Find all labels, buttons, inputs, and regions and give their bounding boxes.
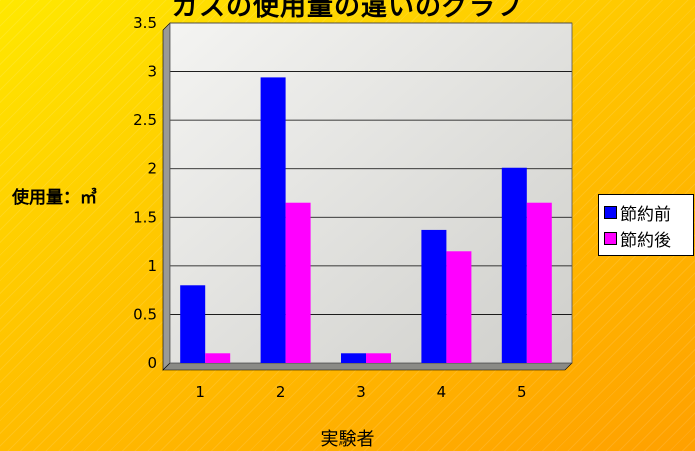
bar-series-1 — [501, 167, 527, 363]
bar-series-2 — [205, 353, 231, 363]
legend-swatch-series-1 — [604, 205, 617, 219]
bar-series-2 — [366, 353, 391, 363]
y-tick-label: 3.5 — [133, 14, 157, 32]
x-tick-label: 4 — [437, 383, 447, 401]
x-axis-label: 実験者 — [320, 429, 375, 450]
plot-side-wall — [162, 22, 171, 371]
y-tick-label: 3 — [147, 63, 157, 81]
legend: 節約前 節約後 — [598, 194, 694, 256]
bar-series-2 — [526, 202, 552, 363]
bar-series-1 — [260, 77, 286, 364]
bar-series-1 — [341, 353, 366, 363]
x-tick-label: 3 — [356, 383, 366, 401]
legend-swatch-series-2 — [604, 231, 617, 245]
y-tick-label: 0 — [147, 354, 157, 372]
chart-title: ガスの使用量の違いのグラフ — [171, 0, 523, 22]
y-tick-label: 2.5 — [133, 111, 157, 129]
y-tick-label: 0.5 — [133, 305, 157, 323]
x-tick-label: 1 — [195, 383, 205, 401]
x-tick-label: 2 — [276, 383, 286, 401]
bar-series-2 — [285, 202, 311, 363]
bar-series-2 — [446, 251, 472, 363]
legend-item-series-1: 節約前 — [604, 201, 671, 225]
y-tick-label: 2 — [147, 160, 157, 178]
y-tick-label: 1 — [147, 257, 157, 275]
legend-label-series-2: 節約後 — [620, 230, 671, 251]
bar-series-1 — [180, 285, 206, 363]
bar-series-1 — [421, 229, 447, 363]
x-tick-label: 5 — [517, 383, 527, 401]
y-tick-label: 1.5 — [133, 208, 157, 226]
plot-floor — [162, 362, 573, 371]
legend-label-series-1: 節約前 — [620, 204, 671, 225]
y-axis-label: 使用量：㎥ — [12, 188, 97, 208]
legend-item-series-2: 節約後 — [604, 227, 671, 251]
